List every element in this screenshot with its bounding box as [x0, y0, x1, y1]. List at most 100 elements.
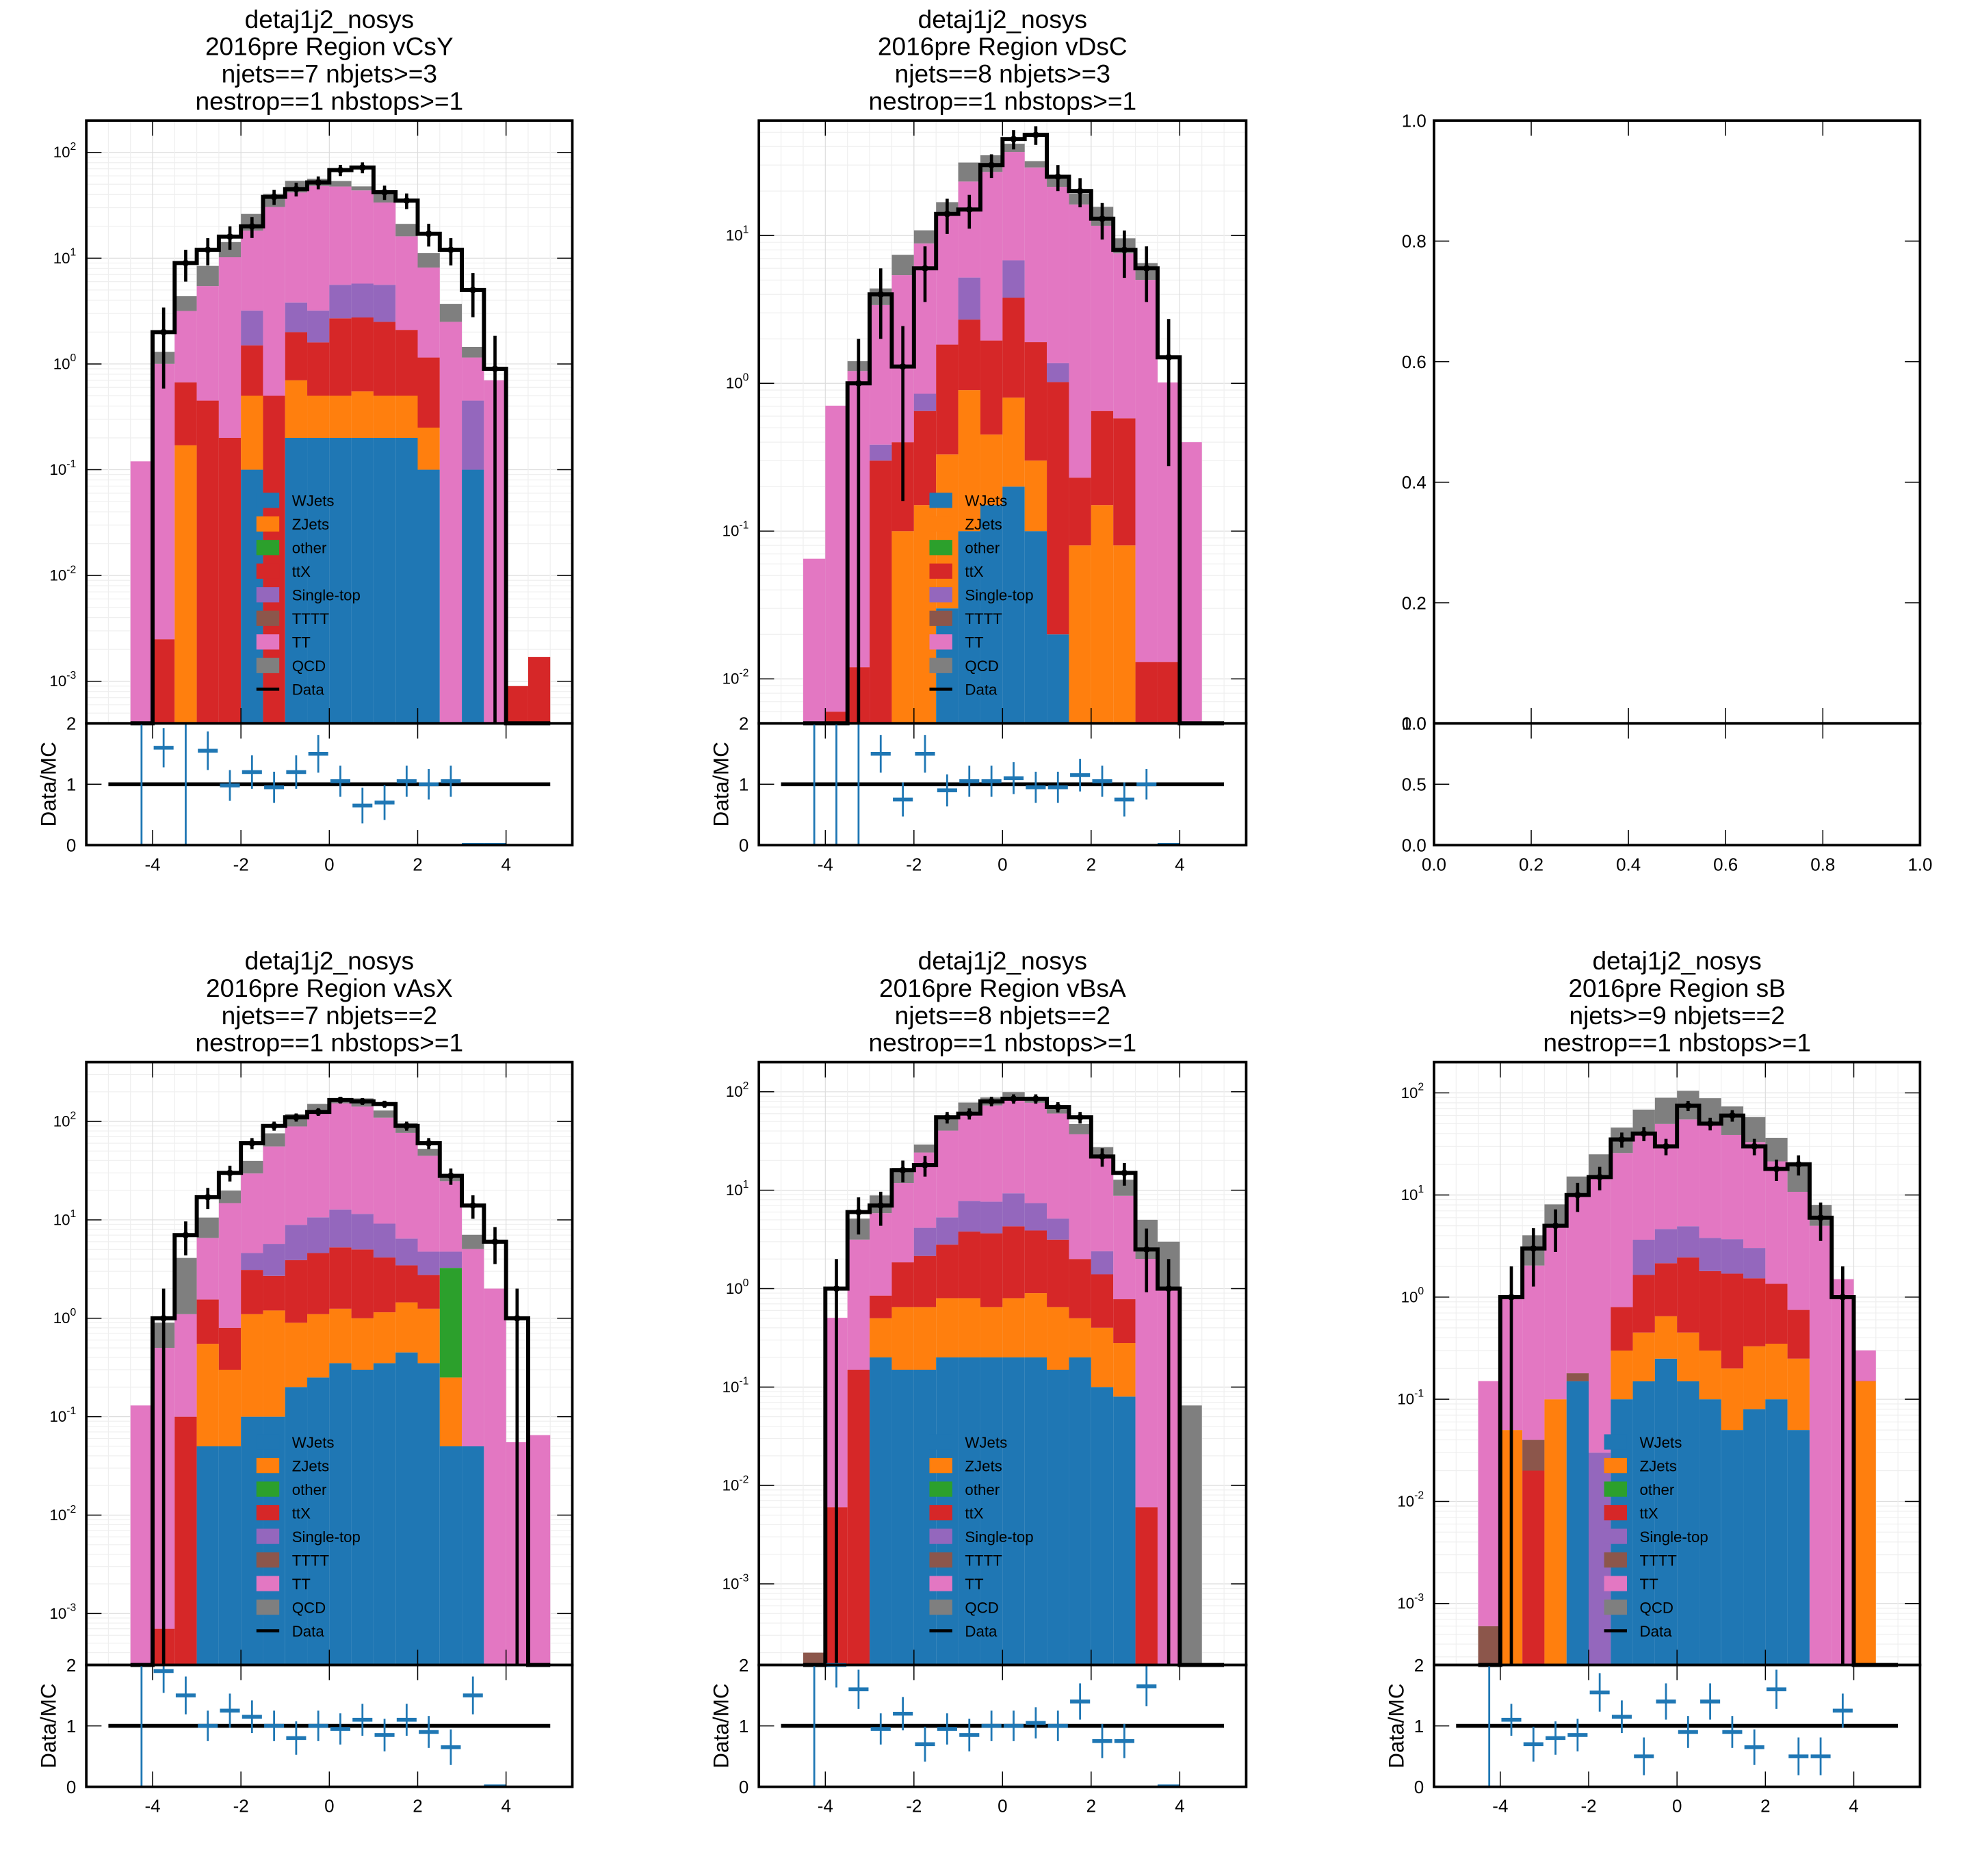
- bar-TT: [936, 214, 959, 345]
- x-tick-label: 2: [1086, 854, 1096, 874]
- bar-ttX: [241, 1270, 263, 1314]
- legend: WJetsZJetsotherttXSingle-topTTTTTTQCDDat…: [1604, 1434, 1708, 1640]
- legend-label: ZJets: [292, 516, 329, 533]
- x-tick-label: 2: [413, 854, 422, 874]
- bar-ttX: [1091, 1274, 1114, 1328]
- ratio-frame: [757, 1663, 1248, 1788]
- bar-TT: [870, 1213, 892, 1296]
- data-point: [877, 291, 885, 298]
- ratio-y-tick-label: 0: [739, 1777, 748, 1797]
- data-point: [1121, 1169, 1128, 1177]
- bar-ZJets: [1069, 1318, 1091, 1358]
- bar-WJets: [1069, 1357, 1091, 1665]
- bar-WJets: [351, 1370, 374, 1665]
- data-point: [1773, 1165, 1780, 1173]
- y-tick-label: 101: [726, 224, 749, 244]
- bar-ttX: [329, 318, 352, 396]
- bar-ttX: [936, 344, 959, 455]
- legend-swatch: [256, 587, 280, 603]
- legend-label: Data: [965, 1623, 998, 1640]
- legend-label: Data: [292, 681, 325, 699]
- bar-ZJets: [1632, 1332, 1655, 1381]
- data-point: [491, 1238, 499, 1245]
- bar-Single-top: [351, 283, 374, 318]
- data-point: [1099, 215, 1106, 222]
- bar-TT: [395, 236, 418, 330]
- data-point: [1076, 1114, 1084, 1121]
- data-point: [1795, 1160, 1802, 1168]
- bar-ZJets: [263, 1310, 285, 1417]
- data-point: [1751, 1143, 1758, 1150]
- legend-label: QCD: [965, 1599, 998, 1616]
- bar-ZJets: [1677, 1332, 1699, 1381]
- bar-QCD: [1180, 1405, 1202, 1665]
- chart-title-line: detaj1j2_nosys: [245, 5, 414, 34]
- x-tick-label: 4: [501, 1796, 510, 1816]
- bar-Single-top: [1047, 363, 1069, 382]
- bar-QCD: [1654, 1097, 1678, 1124]
- bar-TTTT: [1522, 1439, 1545, 1471]
- data-point: [1054, 1104, 1062, 1110]
- y-tick-label: 10-1: [722, 520, 749, 540]
- legend-label: other: [965, 540, 1000, 557]
- bar-ZJets: [1002, 1298, 1025, 1358]
- bar-TT: [285, 1126, 308, 1225]
- bar-ttX: [1611, 1307, 1633, 1351]
- data-point: [248, 1140, 256, 1147]
- bar-ZJets: [307, 1314, 330, 1378]
- data-point: [1618, 1136, 1626, 1143]
- x-tick-label: 0.8: [1810, 854, 1835, 874]
- bar-WJets: [1002, 486, 1025, 724]
- bar-WJets: [1091, 1387, 1114, 1665]
- legend-label: TTTT: [1640, 1552, 1678, 1569]
- y-tick-label: 100: [1401, 1286, 1424, 1305]
- x-tick-label: 0.6: [1713, 854, 1738, 874]
- legend-label: ttX: [1640, 1504, 1658, 1522]
- bar-Single-top: [329, 285, 352, 319]
- bar-ttX: [506, 686, 528, 724]
- x-tick-label: -4: [1492, 1796, 1508, 1816]
- data-point: [1839, 1294, 1847, 1301]
- bar-WJets: [1024, 531, 1047, 724]
- y-tick-label: 100: [53, 1307, 77, 1327]
- chart-title-line: detaj1j2_nosys: [245, 946, 414, 975]
- bar-TT: [1853, 1350, 1876, 1381]
- bar-ttX: [1069, 1259, 1091, 1318]
- y-tick-label: 102: [1401, 1082, 1424, 1102]
- bar-ttX: [1157, 662, 1180, 724]
- legend-label: Data: [292, 1623, 325, 1640]
- data-point: [226, 233, 233, 240]
- y-tick-label: 0.6: [1402, 352, 1427, 372]
- bar-ZJets: [307, 395, 330, 439]
- bar-ZJets: [1024, 1293, 1047, 1358]
- bar-ttX: [1721, 1273, 1744, 1369]
- bar-Single-top: [417, 1251, 440, 1275]
- x-tick-label: -4: [144, 1796, 160, 1816]
- y-tick-label: 0.0: [1402, 714, 1427, 734]
- ratio-ylabel: Data/MC: [709, 1683, 733, 1768]
- y-tick-label: 10-3: [1397, 1592, 1424, 1612]
- ratio-frame: [85, 722, 574, 847]
- bar-ttX: [174, 1416, 197, 1665]
- data-point: [855, 380, 862, 387]
- legend-swatch: [256, 610, 280, 626]
- data-point: [403, 197, 411, 205]
- data-step-line: [1478, 1104, 1899, 1667]
- bar-ZJets: [1853, 1381, 1876, 1665]
- legend-swatch: [929, 1481, 952, 1497]
- legend-label: ZJets: [292, 1457, 329, 1474]
- bar-ttX: [1787, 1310, 1810, 1359]
- bar-TT: [263, 1146, 285, 1245]
- legend-swatch: [929, 1504, 952, 1521]
- legend-swatch: [256, 1504, 280, 1521]
- bar-ZJets: [980, 1307, 1003, 1358]
- legend-swatch: [256, 1528, 280, 1544]
- data-point: [1552, 1222, 1559, 1229]
- legend-label: ZJets: [965, 1457, 1002, 1474]
- bar-TT: [1091, 225, 1114, 411]
- bar-ttX: [395, 1265, 418, 1303]
- bar-TT: [1809, 1225, 1832, 1665]
- data-point: [293, 1114, 300, 1121]
- bar-ttX: [1002, 1226, 1025, 1299]
